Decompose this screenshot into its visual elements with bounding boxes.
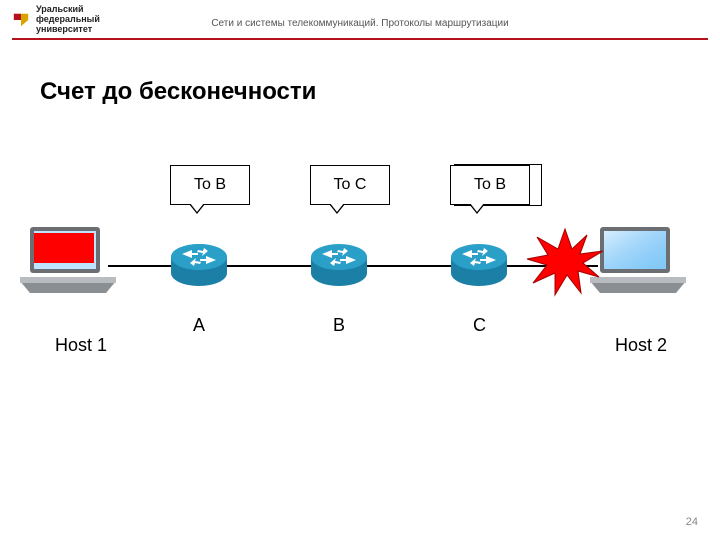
host-1-red-screen: [34, 233, 94, 263]
router-b-label: B: [333, 315, 345, 336]
callout-router-c: To B: [450, 165, 530, 205]
link-b-c: [360, 265, 458, 267]
callout-label: To C: [334, 176, 367, 194]
host-2-label: Host 2: [615, 335, 667, 356]
header-rule: [12, 38, 708, 40]
router-c-label: C: [473, 315, 486, 336]
router-c-icon: [450, 241, 508, 287]
router-a-icon: [170, 241, 228, 287]
logo-mark-icon: [12, 11, 30, 29]
callout-label: To B: [194, 176, 226, 194]
link-failure-burst-icon: [525, 227, 605, 297]
course-title: Сети и системы телекоммуникаций. Протоко…: [211, 18, 508, 29]
link-h1-a: [108, 265, 178, 267]
callout-label: To B: [474, 176, 506, 194]
host-1-label: Host 1: [55, 335, 107, 356]
slide-title: Счет до бесконечности: [40, 78, 316, 106]
callout-router-b: To C: [310, 165, 390, 205]
logo-text: Уральский федеральный университет: [36, 5, 100, 35]
router-b-icon: [310, 241, 368, 287]
callout-router-a: To B: [170, 165, 250, 205]
link-a-b: [220, 265, 318, 267]
router-a-label: A: [193, 315, 205, 336]
network-diagram: To B To C To B Host 1 A: [0, 165, 720, 425]
slide-header: Уральский федеральный университет Сети и…: [0, 0, 720, 40]
university-logo: Уральский федеральный университет: [12, 5, 100, 35]
page-number: 24: [686, 516, 698, 528]
logo-line3: университет: [36, 25, 100, 35]
